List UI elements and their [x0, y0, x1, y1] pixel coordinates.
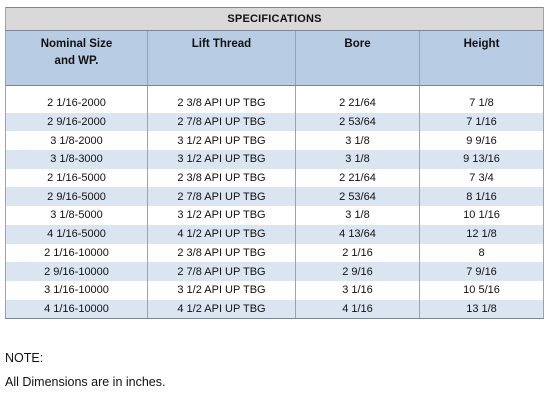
cell-nominal-size: 4 1/16-10000: [5, 299, 148, 320]
cell-bore: 2 21/64: [295, 94, 420, 113]
cell-lift-thread: 3 1/2 API UP TBG: [147, 206, 296, 225]
cell-bore: 3 1/8: [295, 131, 420, 151]
cell-bore: 4 1/16: [295, 299, 420, 320]
cell-height: 7 9/16: [418, 262, 545, 281]
cell-height: 9 9/16: [418, 131, 545, 151]
cell-height: 9 13/16: [418, 150, 545, 169]
cell-nominal-size: 2 9/16-2000: [5, 112, 148, 132]
table-row: 2 1/16-10000 2 3/8 API UP TBG 2 1/16 8: [5, 243, 545, 263]
table-row: 2 9/16-5000 2 7/8 API UP TBG 2 53/64 8 1/16: [5, 187, 545, 207]
table-row: 4 1/16-5000 4 1/2 API UP TBG 4 13/64 12 1/8: [5, 224, 545, 244]
table-row: 2 9/16-2000 2 7/8 API UP TBG 2 53/64 7 1/16: [5, 112, 545, 132]
cell-nominal-size: 3 1/16-10000: [5, 280, 148, 300]
table-row: 2 1/16-2000 2 3/8 API UP TBG 2 21/64 7 1/8: [5, 94, 545, 113]
cell-lift-thread: 2 7/8 API UP TBG: [147, 262, 296, 281]
cell-height: 8: [418, 243, 545, 263]
table-body: 2 1/16-2000 2 3/8 API UP TBG 2 21/64 7 1/8 2…: [5, 85, 545, 320]
cell-nominal-size: 2 1/16-5000: [5, 168, 148, 188]
table-row: 4 1/16-10000 4 1/2 API UP TBG 4 1/16 13 1/8: [5, 299, 545, 320]
table-row: 3 1/16-10000 3 1/2 API UP TBG 3 1/16 10 5/1…: [5, 280, 545, 300]
table-row: 2 1/16-5000 2 3/8 API UP TBG 2 21/64 7 3/4: [5, 168, 545, 188]
cell-bore: 2 53/64: [295, 187, 420, 207]
cell-nominal-size: 2 1/16-2000: [5, 94, 148, 113]
note-body: All Dimensions are in inches.: [5, 375, 166, 389]
cell-lift-thread: 2 3/8 API UP TBG: [147, 243, 296, 263]
cell-lift-thread: 2 3/8 API UP TBG: [147, 168, 296, 188]
cell-lift-thread: 2 3/8 API UP TBG: [147, 94, 296, 113]
cell-bore: 2 53/64: [295, 112, 420, 132]
cell-nominal-size: 3 1/8-2000: [5, 131, 148, 151]
cell-height: 7 3/4: [418, 168, 545, 188]
cell-bore: 2 9/16: [295, 262, 420, 281]
cell-height: 10 5/16: [418, 280, 545, 300]
cell-height: 10 1/16: [418, 206, 545, 225]
table-row: 3 1/8-3000 3 1/2 API UP TBG 3 1/8 9 13/16: [5, 150, 545, 169]
cell-lift-thread: 3 1/2 API UP TBG: [147, 280, 296, 300]
cell-bore: 3 1/8: [295, 206, 420, 225]
cell-nominal-size: 4 1/16-5000: [5, 224, 148, 244]
cell-nominal-size: 2 1/16-10000: [5, 243, 148, 263]
column-header-nominal-line2: and WP.: [54, 55, 99, 67]
specifications-table: SPECIFICATIONS Nominal Size and WP. Lift…: [4, 7, 545, 320]
cell-nominal-size: 2 9/16-10000: [5, 262, 148, 281]
cell-lift-thread: 3 1/2 API UP TBG: [147, 131, 296, 151]
cell-height: 7 1/8: [418, 94, 545, 113]
cell-bore: 2 21/64: [295, 168, 420, 188]
column-header-bore: Bore: [295, 30, 420, 86]
cell-height: 7 1/16: [418, 112, 545, 132]
cell-height: 13 1/8: [418, 299, 545, 320]
cell-height: 12 1/8: [418, 224, 545, 244]
table-row: 3 1/8-2000 3 1/2 API UP TBG 3 1/8 9 9/16: [5, 131, 545, 151]
cell-lift-thread: 2 7/8 API UP TBG: [147, 187, 296, 207]
cell-lift-thread: 2 7/8 API UP TBG: [147, 112, 296, 132]
cell-bore: 2 1/16: [295, 243, 420, 263]
cell-lift-thread: 3 1/2 API UP TBG: [147, 150, 296, 169]
cell-height: 8 1/16: [418, 187, 545, 207]
cell-lift-thread: 4 1/2 API UP TBG: [147, 299, 296, 320]
cell-nominal-size: 3 1/8-5000: [5, 206, 148, 225]
table-row: 2 9/16-10000 2 7/8 API UP TBG 2 9/16 7 9/16: [5, 262, 545, 281]
cell-bore: 3 1/8: [295, 150, 420, 169]
cell-nominal-size: 3 1/8-3000: [5, 150, 148, 169]
cell-lift-thread: 4 1/2 API UP TBG: [147, 224, 296, 244]
cell-nominal-size: 2 9/16-5000: [5, 187, 148, 207]
cell-bore: 4 13/64: [295, 224, 420, 244]
table-title: SPECIFICATIONS: [4, 7, 545, 31]
cell-bore: 3 1/16: [295, 280, 420, 300]
column-header-height: Height: [418, 30, 545, 86]
column-header-nominal-line1: Nominal Size: [40, 38, 113, 50]
column-header-lift-thread: Lift Thread: [147, 30, 296, 86]
table-row: 3 1/8-5000 3 1/2 API UP TBG 3 1/8 10 1/16: [5, 206, 545, 225]
spacer-row: [5, 85, 545, 94]
column-header-nominal-size: Nominal Size and WP.: [5, 30, 148, 86]
note-title: NOTE:: [5, 351, 44, 365]
